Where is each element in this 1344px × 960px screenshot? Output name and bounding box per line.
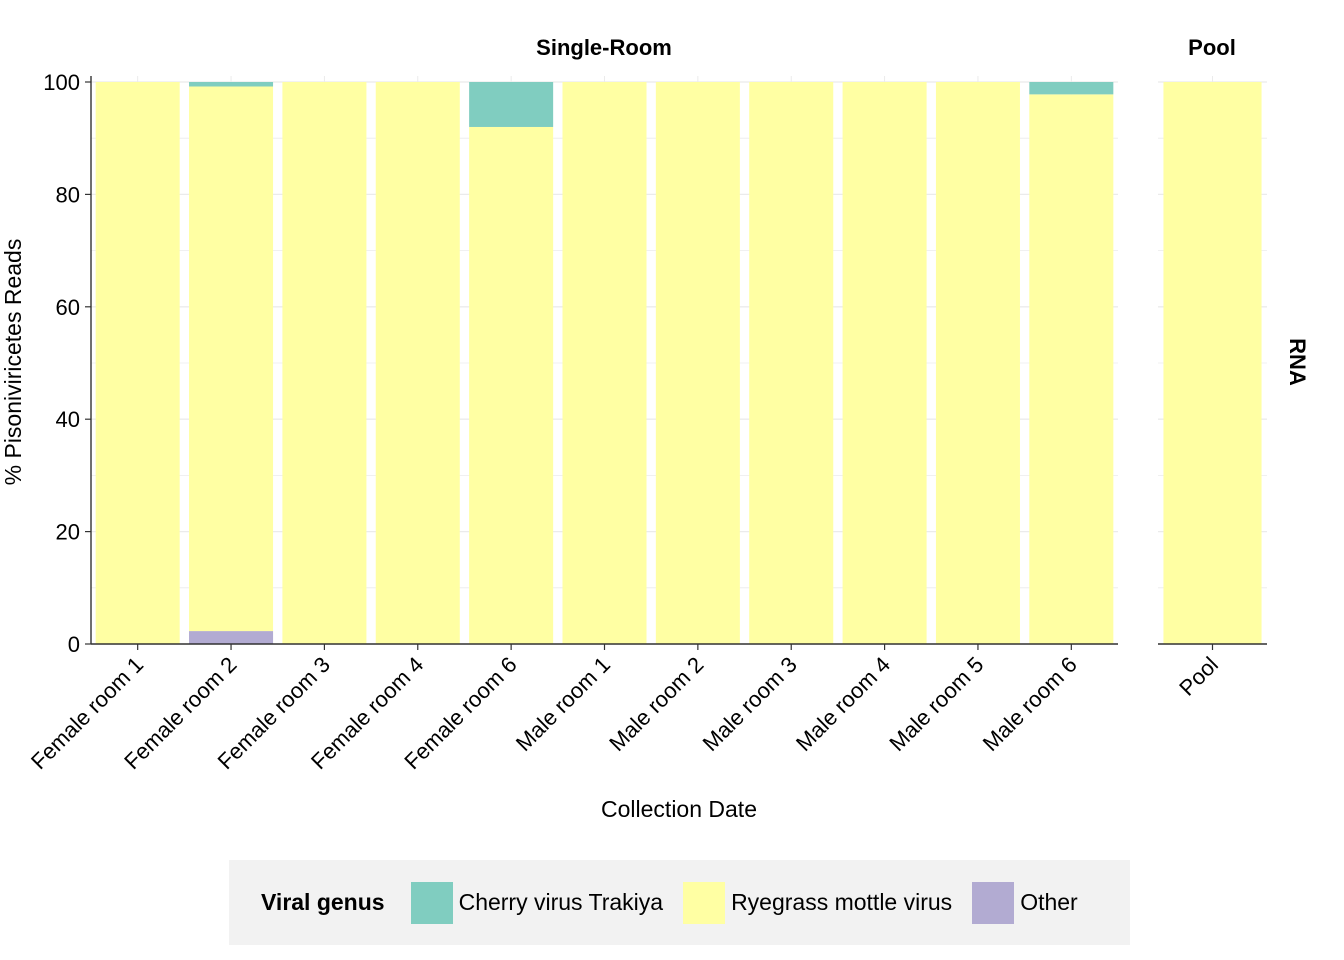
bar-cherry-virus-trakiya-female-room-2 [189,82,274,87]
y-tick-label: 60 [56,295,80,320]
x-tick-label: Male room 6 [978,652,1082,756]
bar-ryegrass-mottle-virus-male-room-4 [842,82,927,644]
legend-item-other: Other [972,881,1078,924]
bar-ryegrass-mottle-virus-male-room-3 [749,82,834,644]
bar-ryegrass-mottle-virus-male-room-1 [562,82,647,644]
bar-ryegrass-mottle-virus-pool [1163,82,1262,644]
x-tick-label: Male room 2 [604,652,708,756]
bar-ryegrass-mottle-virus-male-room-5 [935,82,1020,644]
x-tick-label: Male room 1 [511,652,615,756]
bars [95,82,1262,644]
x-axis-title: Collection Date [601,796,757,822]
bar-cherry-virus-trakiya-male-room-6 [1029,82,1114,95]
legend-swatch [410,881,453,924]
legend-title: Viral genus [261,889,385,915]
panel-title: Single-Room [536,35,672,60]
legend-swatch [683,881,726,924]
bar-ryegrass-mottle-virus-female-room-3 [282,82,367,644]
y-tick-label: 40 [56,407,80,432]
axes [85,76,1267,650]
legend-label: Cherry virus Trakiya [458,889,664,915]
bar-ryegrass-mottle-virus-female-room-4 [375,82,460,644]
bar-ryegrass-mottle-virus-female-room-6 [469,126,554,644]
x-tick-label: Pool [1174,652,1223,701]
y-tick-label: 100 [43,70,80,95]
legend-swatch [972,881,1015,924]
legend-label: Other [1020,889,1078,915]
legend-label: Ryegrass mottle virus [731,889,953,915]
bar-ryegrass-mottle-virus-male-room-6 [1029,94,1114,644]
y-axis-title: % Pisoniviricetes Reads [0,239,26,486]
bar-ryegrass-mottle-virus-female-room-1 [95,82,180,644]
y-tick-label: 80 [56,182,80,207]
bar-cherry-virus-trakiya-female-room-6 [469,82,554,127]
bar-ryegrass-mottle-virus-female-room-2 [189,86,274,632]
x-tick-label: Male room 4 [791,652,895,756]
bar-ryegrass-mottle-virus-male-room-2 [655,82,740,644]
y-tick-label: 20 [56,520,80,545]
x-tick-label: Male room 3 [698,652,802,756]
x-tick-label: Male room 5 [884,652,988,756]
legend-item-ryegrass-mottle-virus: Ryegrass mottle virus [683,881,953,924]
bar-other-female-room-2 [189,631,274,644]
panel-title: Pool [1188,35,1236,60]
legend: Viral genus Cherry virus Trakiya Ryegras… [229,860,1130,945]
y-tick-label: 0 [68,632,80,657]
legend-item-cherry-virus-trakiya: Cherry virus Trakiya [410,881,664,924]
row-strip-label: RNA [1285,338,1310,386]
